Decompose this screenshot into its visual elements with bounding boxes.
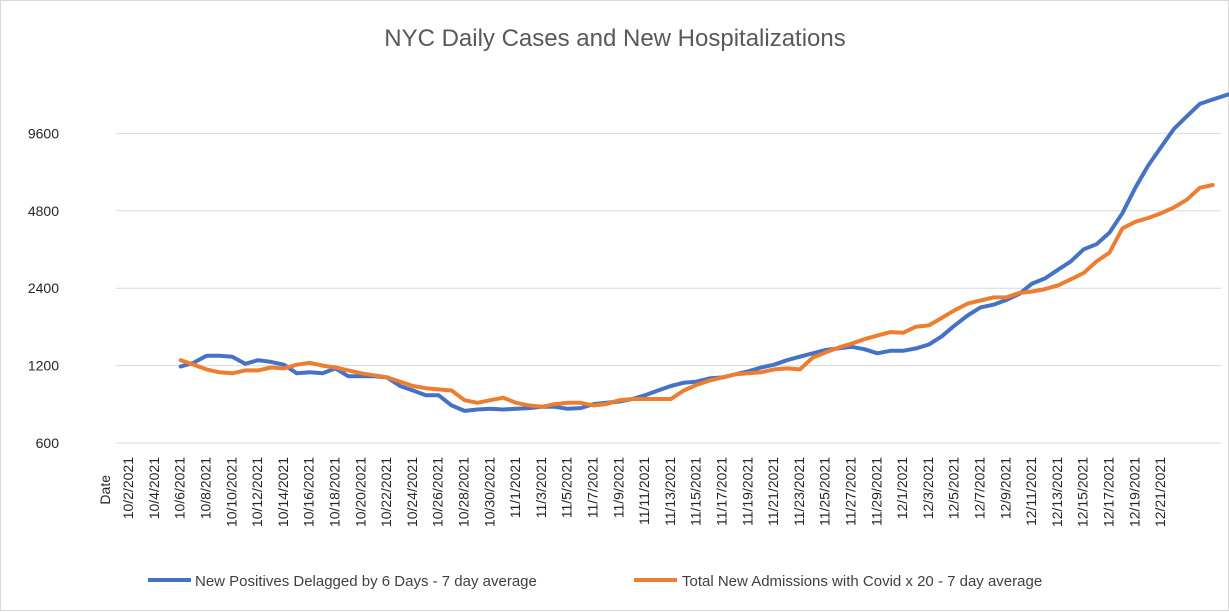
y-tick-label-1200: 1200 [28,358,59,374]
series-lines [178,92,1229,413]
x-tick-label: 10/2/2021 [120,457,136,519]
x-tick-label: 11/19/2021 [739,457,755,526]
x-tick-label: 11/9/2021 [610,457,626,518]
x-tick-label: 11/17/2021 [714,457,730,526]
x-tick-label: 10/4/2021 [146,457,162,519]
x-tick-label: 10/8/2021 [198,457,214,519]
x-tick-label: 12/19/2021 [1126,457,1142,527]
x-tick-label: 12/11/2021 [1023,457,1039,526]
x-tick-label: 11/29/2021 [868,457,884,526]
x-tick-label: 11/5/2021 [559,457,575,518]
x-tick-label: 11/23/2021 [791,457,807,526]
x-tick-label: 10/24/2021 [404,457,420,527]
x-tick-label: 10/14/2021 [275,457,291,527]
x-tick-label: 10/6/2021 [172,457,188,519]
x-tick-label: 10/26/2021 [430,457,446,527]
y-axis-ticks: 600 1200 2400 4800 9600 [28,125,59,451]
chart-title: NYC Daily Cases and New Hospitalizations [384,25,846,52]
x-tick-label: 12/17/2021 [1101,457,1117,527]
x-tick-label: 11/7/2021 [585,457,601,518]
x-tick-label: 12/15/2021 [1075,457,1091,527]
x-tick-label: 11/25/2021 [817,457,833,526]
y-tick-label-4800: 4800 [28,203,59,219]
x-axis-label: Date [97,475,113,505]
x-tick-label: 11/21/2021 [765,457,781,526]
x-tick-label: 12/3/2021 [920,457,936,519]
series-line-1 [178,183,1215,409]
x-tick-label: 10/22/2021 [378,457,394,527]
legend-label-admissions: Total New Admissions with Covid x 20 - 7… [682,573,1042,590]
x-tick-label: 11/1/2021 [507,457,523,518]
x-tick-label: 10/18/2021 [327,457,343,527]
legend-label-positives: New Positives Delagged by 6 Days - 7 day… [195,573,537,590]
x-tick-label: 12/9/2021 [997,457,1013,519]
x-tick-label: 12/13/2021 [1049,457,1065,527]
x-tick-label: 12/5/2021 [946,457,962,519]
x-tick-label: 10/10/2021 [223,457,239,527]
series-line-0 [178,92,1229,413]
x-tick-label: 12/1/2021 [894,457,910,519]
x-tick-label: 10/12/2021 [249,457,265,527]
x-tick-label: 12/21/2021 [1152,457,1168,527]
x-tick-label: 12/7/2021 [972,457,988,519]
x-tick-label: 11/27/2021 [843,457,859,526]
legend: New Positives Delagged by 6 Days - 7 day… [148,573,1042,590]
y-tick-label-2400: 2400 [28,280,59,296]
x-tick-label: 11/13/2021 [662,457,678,526]
x-tick-label: 10/30/2021 [481,457,497,527]
x-tick-label: 10/16/2021 [301,457,317,527]
x-tick-label: 11/15/2021 [688,457,704,526]
x-tick-label: 10/28/2021 [456,457,472,527]
x-tick-label: 10/20/2021 [352,457,368,527]
x-axis-ticks: 10/2/2021 10/4/2021 10/6/2021 10/8/2021 10/1… [120,457,1168,527]
x-tick-label: 11/3/2021 [533,457,549,518]
y-tick-label-9600: 9600 [28,125,59,141]
x-tick-label: 11/11/2021 [636,457,652,525]
y-tick-label-600: 600 [36,435,60,451]
